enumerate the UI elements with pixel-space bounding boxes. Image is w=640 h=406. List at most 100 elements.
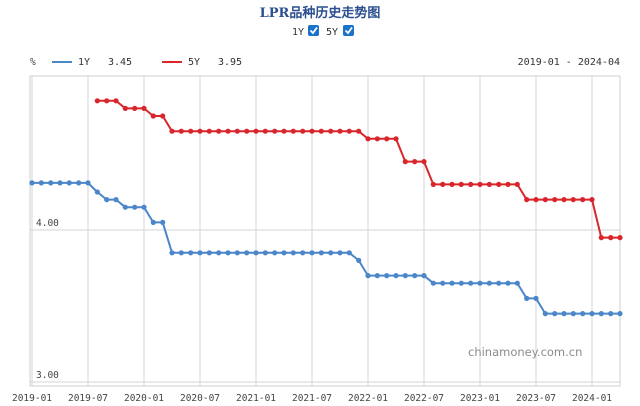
data-point-1y[interactable] bbox=[150, 219, 156, 225]
data-point-1y[interactable] bbox=[197, 250, 203, 256]
data-point-1y[interactable] bbox=[309, 250, 315, 256]
data-point-1y[interactable] bbox=[253, 250, 259, 256]
data-point-5y[interactable] bbox=[514, 181, 520, 187]
data-point-5y[interactable] bbox=[477, 181, 483, 187]
data-point-5y[interactable] bbox=[290, 128, 296, 134]
data-point-1y[interactable] bbox=[132, 204, 138, 210]
data-point-1y[interactable] bbox=[542, 311, 548, 317]
data-point-1y[interactable] bbox=[346, 250, 352, 256]
data-point-1y[interactable] bbox=[169, 250, 175, 256]
data-point-5y[interactable] bbox=[141, 105, 147, 111]
data-point-5y[interactable] bbox=[272, 128, 278, 134]
data-point-5y[interactable] bbox=[253, 128, 259, 134]
data-point-1y[interactable] bbox=[598, 311, 604, 317]
data-point-1y[interactable] bbox=[76, 180, 82, 186]
data-point-5y[interactable] bbox=[150, 113, 156, 119]
data-point-5y[interactable] bbox=[561, 197, 567, 203]
data-point-1y[interactable] bbox=[440, 280, 446, 286]
data-point-5y[interactable] bbox=[262, 128, 268, 134]
data-point-5y[interactable] bbox=[234, 128, 240, 134]
data-point-1y[interactable] bbox=[580, 311, 586, 317]
data-point-5y[interactable] bbox=[421, 159, 427, 165]
data-point-1y[interactable] bbox=[617, 311, 623, 317]
data-point-5y[interactable] bbox=[346, 128, 352, 134]
data-point-5y[interactable] bbox=[94, 98, 100, 104]
data-point-1y[interactable] bbox=[206, 250, 212, 256]
data-point-5y[interactable] bbox=[524, 197, 530, 203]
data-point-5y[interactable] bbox=[169, 128, 175, 134]
data-point-1y[interactable] bbox=[458, 280, 464, 286]
data-point-5y[interactable] bbox=[384, 136, 390, 142]
data-point-5y[interactable] bbox=[542, 197, 548, 203]
data-point-5y[interactable] bbox=[580, 197, 586, 203]
data-point-1y[interactable] bbox=[104, 197, 110, 203]
data-point-1y[interactable] bbox=[113, 197, 119, 203]
data-point-5y[interactable] bbox=[225, 128, 231, 134]
data-point-5y[interactable] bbox=[496, 181, 502, 187]
data-point-1y[interactable] bbox=[524, 295, 530, 301]
data-point-1y[interactable] bbox=[272, 250, 278, 256]
data-point-1y[interactable] bbox=[234, 250, 240, 256]
data-point-1y[interactable] bbox=[561, 311, 567, 317]
data-point-1y[interactable] bbox=[393, 273, 399, 279]
data-point-5y[interactable] bbox=[617, 235, 623, 241]
data-point-5y[interactable] bbox=[458, 181, 464, 187]
data-point-1y[interactable] bbox=[244, 250, 250, 256]
data-point-5y[interactable] bbox=[318, 128, 324, 134]
data-point-5y[interactable] bbox=[113, 98, 119, 104]
data-point-1y[interactable] bbox=[421, 273, 427, 279]
data-point-5y[interactable] bbox=[178, 128, 184, 134]
data-point-5y[interactable] bbox=[356, 128, 362, 134]
data-point-1y[interactable] bbox=[412, 273, 418, 279]
data-point-5y[interactable] bbox=[505, 181, 511, 187]
data-point-5y[interactable] bbox=[328, 128, 334, 134]
data-point-1y[interactable] bbox=[262, 250, 268, 256]
data-point-1y[interactable] bbox=[225, 250, 231, 256]
data-point-1y[interactable] bbox=[496, 280, 502, 286]
data-point-1y[interactable] bbox=[57, 180, 63, 186]
data-point-5y[interactable] bbox=[160, 113, 166, 119]
data-point-5y[interactable] bbox=[468, 181, 474, 187]
data-point-5y[interactable] bbox=[374, 136, 380, 142]
data-point-5y[interactable] bbox=[104, 98, 110, 104]
data-point-5y[interactable] bbox=[132, 105, 138, 111]
data-point-5y[interactable] bbox=[552, 197, 558, 203]
data-point-1y[interactable] bbox=[468, 280, 474, 286]
toggle-5y-checkbox[interactable] bbox=[343, 25, 354, 36]
data-point-5y[interactable] bbox=[570, 197, 576, 203]
data-point-5y[interactable] bbox=[365, 136, 371, 142]
legend-1y[interactable]: 1Y 3.45 bbox=[52, 57, 132, 68]
data-point-1y[interactable] bbox=[178, 250, 184, 256]
data-point-1y[interactable] bbox=[337, 250, 343, 256]
data-point-1y[interactable] bbox=[188, 250, 194, 256]
data-point-1y[interactable] bbox=[328, 250, 334, 256]
data-point-5y[interactable] bbox=[300, 128, 306, 134]
data-point-1y[interactable] bbox=[430, 280, 436, 286]
data-point-5y[interactable] bbox=[449, 181, 455, 187]
legend-5y[interactable]: 5Y 3.95 bbox=[162, 57, 242, 68]
data-point-5y[interactable] bbox=[430, 181, 436, 187]
data-point-5y[interactable] bbox=[486, 181, 492, 187]
data-point-5y[interactable] bbox=[440, 181, 446, 187]
data-point-1y[interactable] bbox=[29, 180, 35, 186]
data-point-1y[interactable] bbox=[122, 204, 128, 210]
data-point-5y[interactable] bbox=[598, 235, 604, 241]
data-point-5y[interactable] bbox=[216, 128, 222, 134]
data-point-5y[interactable] bbox=[281, 128, 287, 134]
data-point-1y[interactable] bbox=[486, 280, 492, 286]
data-point-1y[interactable] bbox=[290, 250, 296, 256]
data-point-1y[interactable] bbox=[38, 180, 44, 186]
data-point-1y[interactable] bbox=[402, 273, 408, 279]
data-point-1y[interactable] bbox=[552, 311, 558, 317]
data-point-5y[interactable] bbox=[337, 128, 343, 134]
data-point-1y[interactable] bbox=[589, 311, 595, 317]
data-point-5y[interactable] bbox=[244, 128, 250, 134]
data-point-1y[interactable] bbox=[94, 189, 100, 195]
data-point-1y[interactable] bbox=[365, 273, 371, 279]
data-point-1y[interactable] bbox=[608, 311, 614, 317]
data-point-5y[interactable] bbox=[188, 128, 194, 134]
data-point-1y[interactable] bbox=[449, 280, 455, 286]
data-point-1y[interactable] bbox=[160, 219, 166, 225]
data-point-1y[interactable] bbox=[374, 273, 380, 279]
data-point-1y[interactable] bbox=[384, 273, 390, 279]
